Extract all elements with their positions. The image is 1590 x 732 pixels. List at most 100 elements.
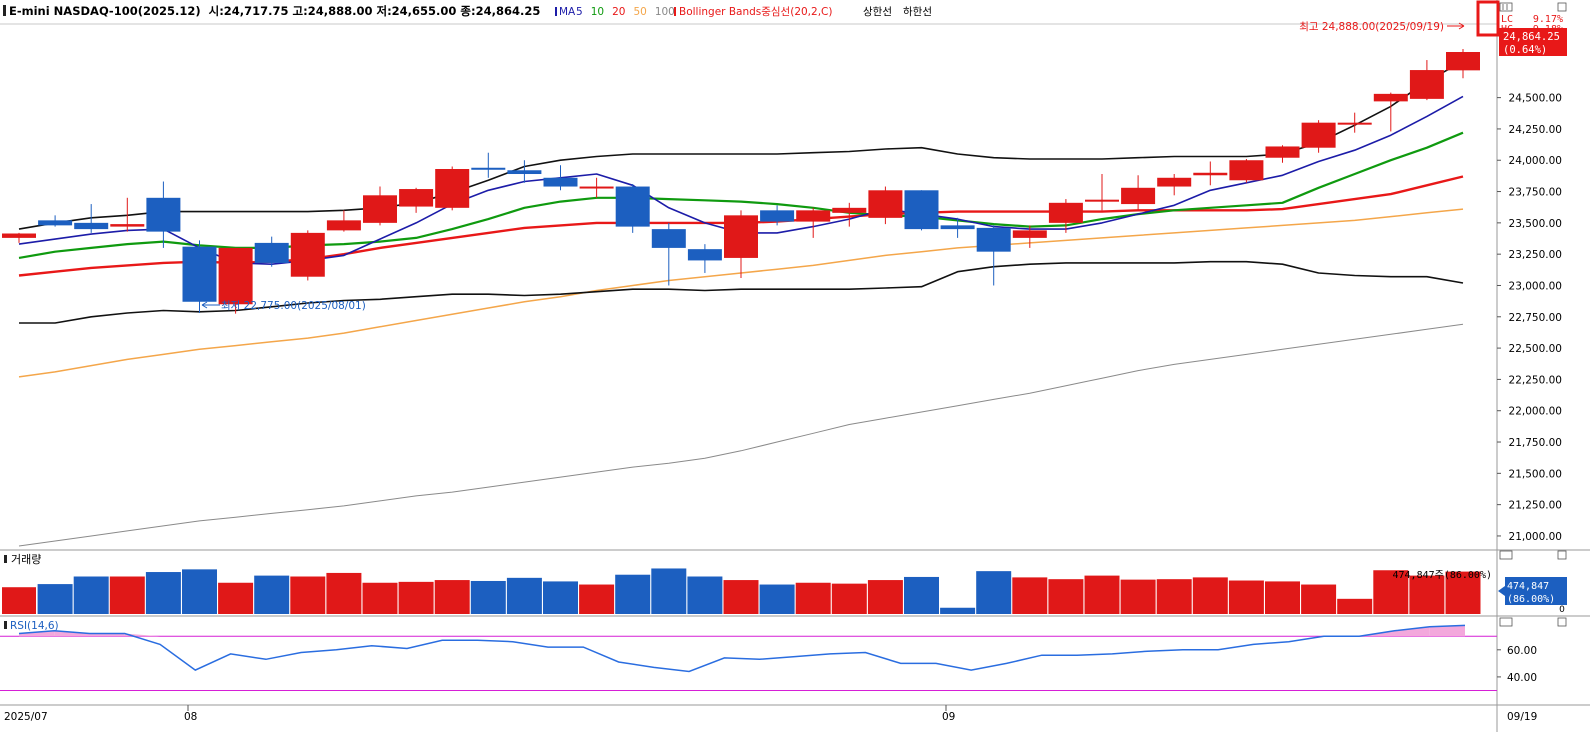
symbol-title: E-mini NASDAQ-100(2025.12): [9, 4, 201, 18]
bb-lower-line: [19, 260, 1464, 324]
volume-bar: [182, 569, 217, 614]
volume-last-value: 474,847: [1507, 581, 1549, 592]
volume-bar: [867, 580, 903, 614]
volume-bar: [1409, 575, 1445, 614]
price-tick-label: 21,000.00: [1509, 531, 1562, 543]
low-arrow-head: [201, 301, 208, 309]
candle: [254, 236, 289, 267]
candle-body: [1193, 172, 1228, 176]
maximize-icon[interactable]: [1557, 2, 1567, 12]
volume-bar: [434, 580, 470, 614]
volume-bar: [651, 568, 687, 614]
candle-body: [724, 215, 758, 258]
candle: [146, 181, 181, 248]
bb-marker: [674, 7, 676, 16]
ma-period-label: 5: [576, 6, 583, 18]
last-price-box: [1499, 28, 1567, 56]
volume-bar: [1301, 584, 1337, 614]
candle-body: [796, 210, 831, 222]
price-tick-label: 23,250.00: [1509, 249, 1562, 261]
candle-body: [471, 167, 506, 170]
volume-bar: [976, 571, 1012, 614]
candle: [724, 210, 758, 278]
candle: [1265, 145, 1300, 163]
candle-body: [74, 222, 109, 230]
volume-bar: [1373, 570, 1409, 614]
candle: [543, 165, 578, 191]
volume-bar: [398, 581, 434, 614]
candle-body: [326, 220, 361, 231]
bb-lower-label: 하한선: [903, 5, 932, 18]
candle-body: [218, 247, 253, 305]
ma100-line: [18, 323, 1464, 547]
layout-icon[interactable]: [1499, 2, 1513, 12]
last-change: (0.64%): [1503, 44, 1547, 56]
volume-maximize-icon[interactable]: [1557, 550, 1567, 560]
volume-bar: [759, 584, 795, 614]
high-label: 최고 24,888.00(2025/09/19): [1299, 21, 1444, 33]
candle: [832, 202, 867, 227]
rsi-plot: [0, 624, 1497, 691]
rsi-axis: 60.00 40.00: [1497, 645, 1537, 684]
candle: [218, 247, 253, 314]
price-tick-label: 21,750.00: [1509, 437, 1562, 449]
svg-text:E-mini NASDAQ-100(2025.12): E-mini NASDAQ-100(2025.12) 시:24,717.75 고…: [9, 4, 540, 18]
candle: [363, 186, 397, 226]
candle: [1121, 175, 1156, 211]
volume-bar: [1445, 571, 1481, 614]
volume-marker: [4, 555, 7, 563]
candle-body: [687, 249, 722, 261]
volume-pointer-icon: [1498, 586, 1505, 596]
candle-body: [760, 210, 795, 222]
low-annotation: 최저 22,775.00(2025/08/01): [201, 300, 366, 312]
candle-body: [2, 233, 36, 238]
volume-bar: [1337, 598, 1373, 614]
candle: [2, 232, 36, 243]
candle-body: [1337, 122, 1372, 125]
candle: [615, 184, 650, 233]
candle-body: [1229, 160, 1264, 181]
ma-period-label: 10: [591, 6, 604, 18]
candle-body: [182, 246, 217, 302]
volume-last-box: [1505, 577, 1567, 605]
volume-bar: [1265, 581, 1300, 614]
candle-body: [1121, 187, 1156, 205]
candle-body: [651, 229, 686, 248]
volume-bar: [254, 575, 290, 614]
candle: [868, 186, 903, 225]
rsi-line: [18, 624, 1466, 673]
candle-body: [110, 224, 145, 227]
price-tick-label: 22,500.00: [1509, 343, 1562, 355]
candle: [471, 152, 506, 178]
rsi-maximize-icon[interactable]: [1557, 617, 1567, 627]
volume-bar: [940, 607, 976, 614]
candle: [326, 210, 361, 232]
candle-body: [254, 242, 289, 263]
candle: [1373, 92, 1408, 132]
price-tick-label: 23,000.00: [1509, 280, 1562, 292]
volume-bar: [687, 576, 723, 614]
bb-label: Bollinger Bands중심선(20,2,C): [679, 6, 832, 18]
volume-bar: [1048, 579, 1084, 614]
volume-bar: [1192, 577, 1228, 614]
high-annotation: 최고 24,888.00(2025/09/19): [1299, 21, 1465, 33]
candle-body: [507, 170, 542, 175]
lc-label: LC: [1501, 14, 1513, 25]
candle: [1048, 199, 1083, 233]
volume-layout-icon[interactable]: [1499, 550, 1513, 560]
panel-icon-group: [1499, 2, 1567, 12]
rsi-title: RSI(14,6): [10, 620, 59, 632]
rsi-layout-icon[interactable]: [1499, 617, 1513, 627]
candlesticks: [2, 49, 1480, 314]
low-label: 최저 22,775.00(2025/08/01): [221, 300, 366, 312]
volume-bar: [2, 587, 36, 614]
volume-bar: [579, 584, 615, 614]
candle-body: [146, 197, 181, 232]
candle: [976, 225, 1011, 286]
volume-bar: [615, 574, 651, 614]
price-tick-label: 23,750.00: [1509, 187, 1562, 199]
candle: [1301, 120, 1336, 153]
rsi-tick-label: 60.00: [1507, 645, 1537, 657]
rsi-tick-label: 40.00: [1507, 672, 1537, 684]
candle: [904, 190, 939, 231]
